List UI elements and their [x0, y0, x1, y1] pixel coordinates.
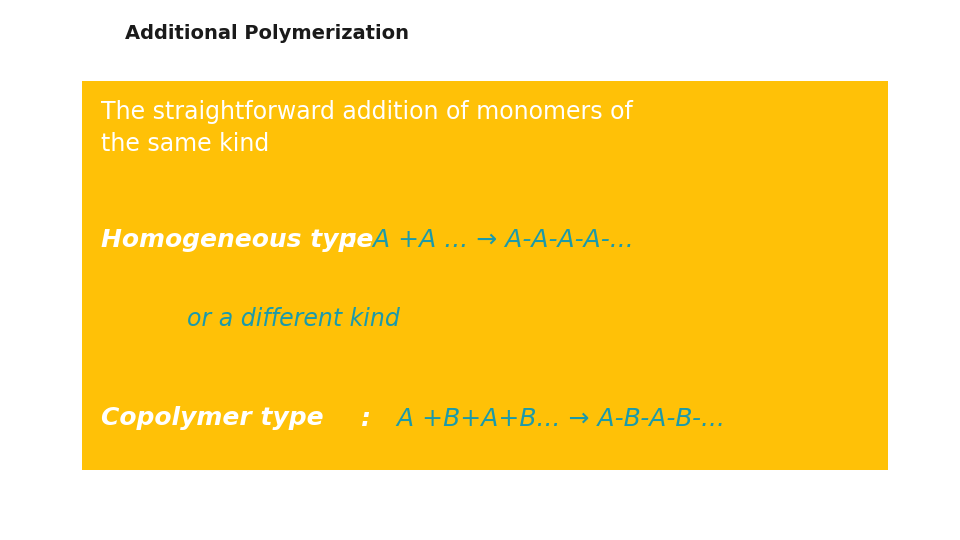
Text: The straightforward addition of monomers of
the same kind: The straightforward addition of monomers…	[101, 100, 633, 157]
Text: :: :	[291, 407, 389, 430]
Text: Additional Polymerization: Additional Polymerization	[125, 24, 409, 43]
FancyBboxPatch shape	[82, 81, 888, 470]
Text: A +A ... → A-A-A-A-...: A +A ... → A-A-A-A-...	[365, 228, 634, 252]
Text: A +B+A+B... → A-B-A-B-...: A +B+A+B... → A-B-A-B-...	[389, 407, 725, 430]
Text: or a different kind: or a different kind	[187, 307, 400, 330]
Text: Homogeneous type: Homogeneous type	[101, 228, 373, 252]
Text: Copolymer type: Copolymer type	[101, 407, 324, 430]
Text: :: :	[339, 228, 367, 252]
